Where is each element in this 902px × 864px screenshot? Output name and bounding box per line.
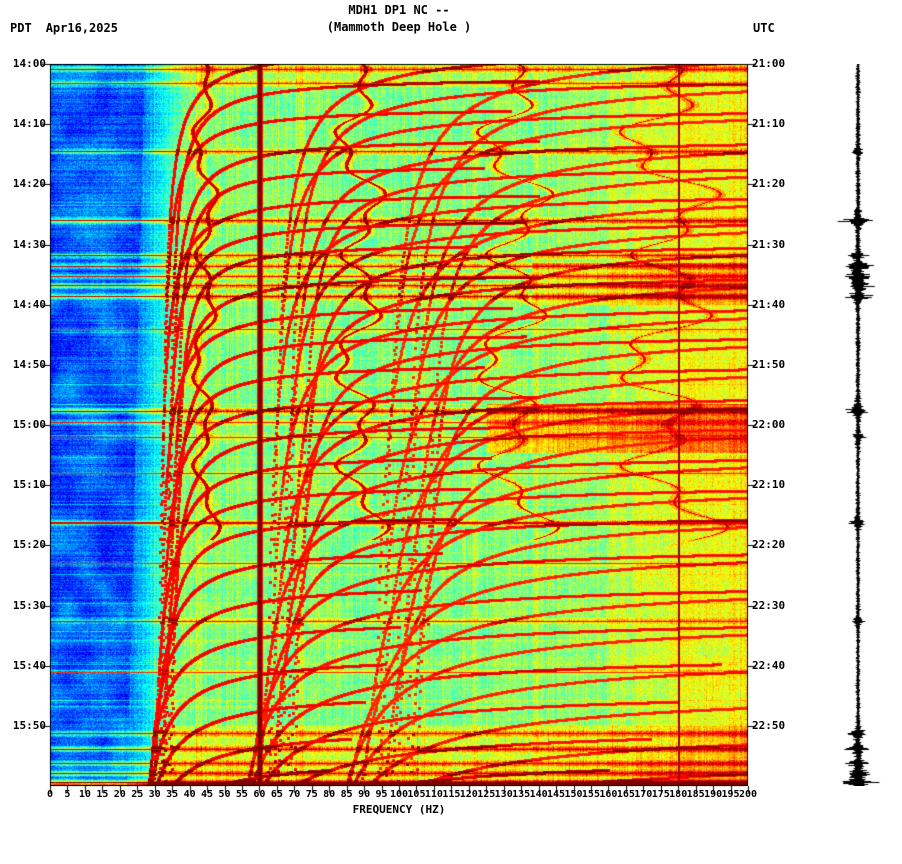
left-time-label: 15:10 xyxy=(12,478,46,492)
freq-tick-label: 5 xyxy=(64,789,71,800)
right-time-label: 22:20 xyxy=(752,538,786,552)
freq-tick-label: 180 xyxy=(669,789,688,800)
left-time-label: 14:40 xyxy=(12,297,46,311)
freq-tick-label: 70 xyxy=(288,789,301,800)
freq-tick-label: 35 xyxy=(166,789,179,800)
freq-tick-label: 10 xyxy=(78,789,91,800)
left-time-label: 15:40 xyxy=(12,658,46,672)
freq-tick-label: 145 xyxy=(547,789,566,800)
freq-tick-label: 190 xyxy=(704,789,723,800)
freq-tick-label: 195 xyxy=(721,789,740,800)
freq-tick-label: 75 xyxy=(305,789,318,800)
freq-tick-label: 20 xyxy=(113,789,126,800)
left-time-label: 14:10 xyxy=(12,117,46,131)
freq-tick-label: 60 xyxy=(253,789,266,800)
right-time-label: 21:00 xyxy=(752,57,786,70)
right-time-label: 21:10 xyxy=(752,117,786,131)
left-time-label: 14:00 xyxy=(12,57,46,70)
freq-tick-label: 115 xyxy=(442,789,461,800)
freq-tick-label: 165 xyxy=(616,789,635,800)
left-time-label: 14:20 xyxy=(12,177,46,191)
freq-tick-label: 130 xyxy=(494,789,513,800)
freq-tick-label: 120 xyxy=(459,789,478,800)
freq-tick-label: 95 xyxy=(375,789,388,800)
right-time-label: 21:30 xyxy=(752,237,786,251)
freq-tick-label: 90 xyxy=(358,789,371,800)
freq-tick-label: 135 xyxy=(512,789,531,800)
left-time-label: 15:30 xyxy=(12,598,46,612)
right-time-label: 21:50 xyxy=(752,357,786,371)
left-time-label: 15:50 xyxy=(12,718,46,732)
freq-tick-label: 85 xyxy=(340,789,353,800)
right-time-label: 21:40 xyxy=(752,297,786,311)
freq-tick-label: 155 xyxy=(581,789,600,800)
right-time-label: 22:10 xyxy=(752,478,786,492)
left-time-label: 14:50 xyxy=(12,357,46,371)
freq-tick-label: 15 xyxy=(96,789,109,800)
freq-tick-label: 65 xyxy=(270,789,283,800)
left-time-label: 15:20 xyxy=(12,538,46,552)
right-time-label: 21:20 xyxy=(752,177,786,191)
right-time-label: 22:00 xyxy=(752,418,786,431)
freq-tick-label: 200 xyxy=(738,789,758,800)
right-time-label: 22:40 xyxy=(752,658,786,672)
freq-tick-label: 50 xyxy=(218,789,231,800)
freq-tick-label: 55 xyxy=(235,789,248,800)
freq-tick-label: 45 xyxy=(201,789,214,800)
freq-tick-label: 80 xyxy=(323,789,336,800)
freq-tick-label: 175 xyxy=(651,789,670,800)
left-time-label: 14:30 xyxy=(12,237,46,251)
freq-tick-label: 30 xyxy=(148,789,161,800)
freq-tick-label: 25 xyxy=(131,789,144,800)
x-axis-title: FREQUENCY (HZ) xyxy=(352,803,446,816)
freq-tick-label: 140 xyxy=(529,789,548,800)
left-time-label: 15:00 xyxy=(12,418,46,431)
freq-tick-label: 160 xyxy=(599,789,618,800)
freq-tick-label: 150 xyxy=(564,789,583,800)
right-time-label: 22:50 xyxy=(752,718,786,732)
right-time-label: 22:30 xyxy=(752,598,786,612)
freq-tick-label: 170 xyxy=(634,789,653,800)
freq-tick-label: 105 xyxy=(407,789,426,800)
freq-tick-label: 100 xyxy=(389,789,409,800)
freq-tick-label: 185 xyxy=(686,789,705,800)
freq-tick-label: 110 xyxy=(424,789,443,800)
freq-tick-label: 40 xyxy=(183,789,196,800)
freq-tick-label: 125 xyxy=(477,789,496,800)
freq-tick-label: 0 xyxy=(46,789,54,800)
